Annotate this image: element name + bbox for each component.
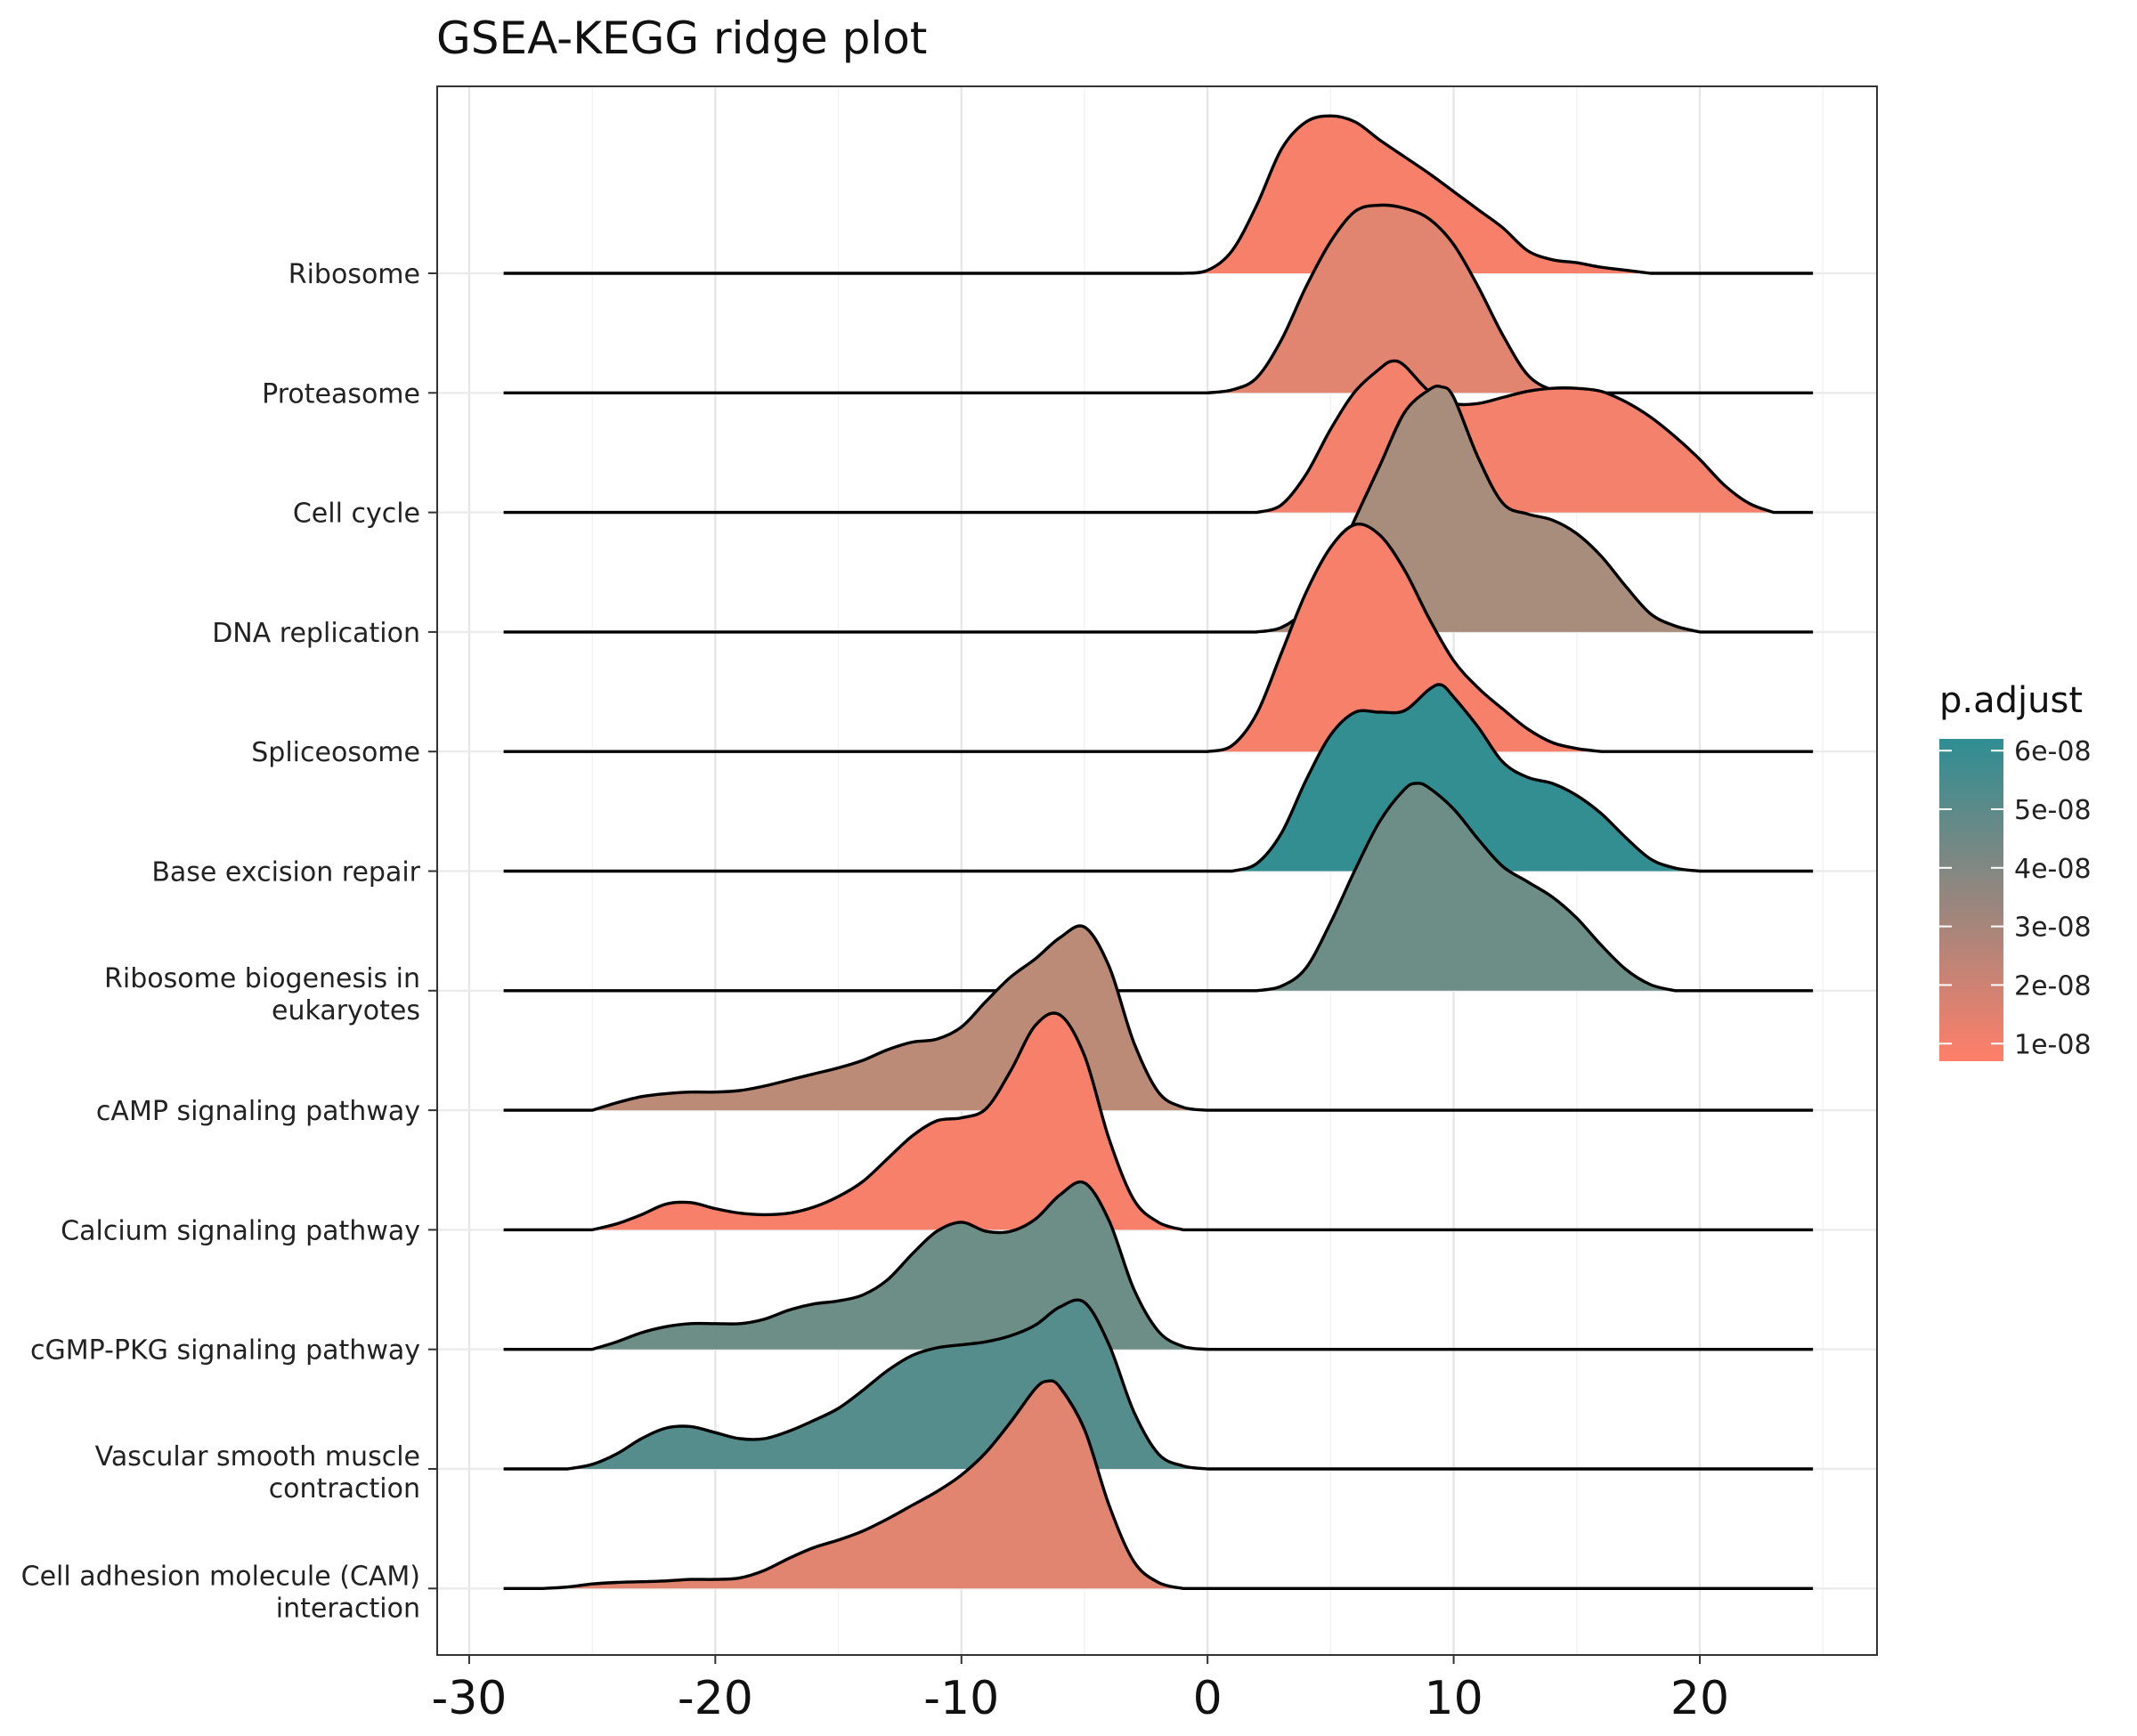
- x-tick-label: -30: [431, 1672, 507, 1725]
- ridge-outline: [503, 782, 1814, 993]
- legend-tick-label: 4e-08: [2014, 854, 2092, 885]
- ridge-outline: [503, 203, 1814, 394]
- ridge-outline: [503, 1379, 1814, 1590]
- legend-tick-label: 1e-08: [2014, 1029, 2092, 1060]
- ridge-fill: [592, 1012, 1183, 1230]
- y-tick-label: cAMP signaling pathway: [96, 1096, 420, 1127]
- x-tick-label: 0: [1193, 1672, 1223, 1725]
- legend-colorbar: [1939, 739, 2003, 1061]
- ridge-outline: [503, 523, 1814, 753]
- legend-tick-label: 6e-08: [2014, 736, 2092, 767]
- legend-title: p.adjust: [1939, 680, 2083, 721]
- ridge-4: [503, 523, 1814, 753]
- ridge-outline: [503, 1011, 1814, 1232]
- y-tick-label: Base excision repair: [151, 857, 420, 888]
- y-tick-label: Proteasome: [262, 378, 420, 410]
- ridge-1: [503, 203, 1814, 394]
- x-axis: -30 -20 -10 0 10 20: [431, 1655, 1729, 1725]
- ridge-outline: [503, 683, 1814, 873]
- legend-ticks: 6e-08 5e-08 4e-08 3e-08 2e-08 1e-08: [1939, 736, 2092, 1060]
- ridge-8: [503, 1011, 1814, 1232]
- ridge-fill: [592, 1181, 1208, 1350]
- legend-tick-label: 2e-08: [2014, 970, 2092, 1002]
- chart-title: GSEA-KEGG ridge plot: [436, 12, 927, 64]
- ridge-outline: [503, 924, 1814, 1112]
- legend: p.adjust 6e-08 5e-08 4e-08 3e-08 2e-08 1e-08: [1939, 680, 2092, 1061]
- ridge-outline: [503, 1180, 1814, 1351]
- y-tick-label: DNA replication: [212, 618, 420, 649]
- y-tick-label: Vascular smooth muscle contraction: [95, 1441, 420, 1505]
- x-tick-label: 20: [1670, 1672, 1729, 1725]
- ridge-series: [503, 114, 1814, 1590]
- ridge-outline: [503, 359, 1814, 515]
- ridge-fill: [1207, 205, 1577, 393]
- y-tick-label: Cell cycle: [293, 499, 420, 530]
- ridge-outline: [503, 114, 1814, 275]
- ridge-6: [503, 782, 1814, 993]
- y-tick-label: Spliceosome: [251, 737, 420, 768]
- legend-tick-label: 5e-08: [2014, 795, 2092, 826]
- y-tick-label: Calcium signaling pathway: [61, 1215, 420, 1246]
- y-tick-label: cGMP-PKG signaling pathway: [30, 1335, 420, 1367]
- ridge-fill: [1207, 523, 1602, 752]
- ridge-outline: [503, 1298, 1814, 1471]
- x-tick-label: 10: [1424, 1672, 1483, 1725]
- ridge-5: [503, 683, 1814, 873]
- ridge-fill: [1256, 783, 1676, 991]
- x-tick-label: -20: [678, 1672, 753, 1725]
- ridge-fill: [1231, 684, 1700, 872]
- y-tick-label: Ribosome: [288, 259, 420, 290]
- y-tick-label: Cell adhesion molecule (CAM) interaction: [21, 1561, 420, 1624]
- ridge-11: [503, 1379, 1814, 1590]
- y-axis: Ribosome Proteasome Cell cycle DNA replicat…: [21, 259, 437, 1624]
- y-tick-label: Ribosome biogenesis in eukaryotes: [104, 963, 420, 1026]
- x-tick-label: -10: [923, 1672, 999, 1725]
- ridge-fill: [1182, 116, 1651, 273]
- ridge-0: [503, 114, 1814, 275]
- ridge-9: [503, 1180, 1814, 1351]
- ridge-fill: [542, 1381, 1183, 1589]
- legend-tick-label: 3e-08: [2014, 913, 2092, 944]
